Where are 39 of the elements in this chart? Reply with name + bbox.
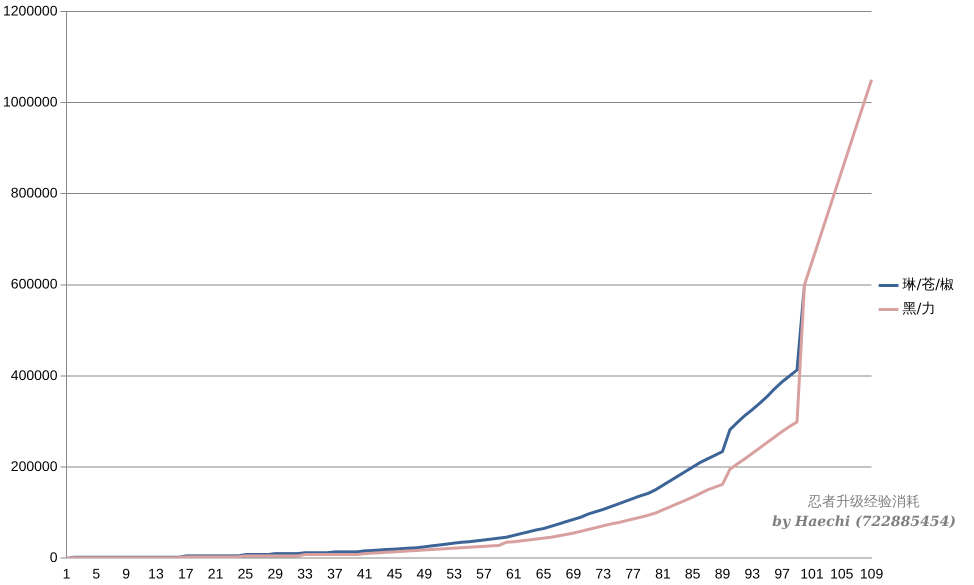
x-tick-label: 85	[684, 565, 701, 582]
y-tick-label: 1200000	[2, 2, 58, 18]
y-tick-label: 200000	[10, 458, 58, 474]
x-tick-label: 69	[566, 565, 582, 582]
annotation: 忍者升级经验消耗	[807, 493, 922, 512]
y-tick-label: 400000	[10, 366, 58, 383]
x-tick-label: 1	[62, 565, 71, 582]
x-tick-label: 33	[297, 565, 314, 582]
x-tick-label: 65	[536, 565, 552, 582]
x-tick-label: 41	[356, 565, 373, 582]
x-tick-label: 101	[800, 565, 824, 582]
x-tick-label: 25	[238, 565, 254, 582]
x-tick-label: 37	[327, 565, 343, 582]
x-tick-label: 45	[386, 565, 402, 582]
annotation: by Haechi (722885454)	[772, 513, 956, 532]
x-tick-label: 77	[625, 565, 642, 582]
legend-label: 黑/力	[902, 301, 936, 318]
legend-label: 琳/苍/椒	[902, 277, 954, 294]
x-tick-label: 5	[92, 565, 100, 582]
x-tick-label: 49	[416, 565, 432, 582]
x-tick-label: 17	[178, 565, 194, 582]
x-tick-label: 13	[148, 565, 164, 582]
x-tick-label: 73	[595, 565, 612, 582]
x-tick-label: 81	[655, 565, 671, 582]
x-tick-label: 57	[476, 565, 492, 582]
x-tick-label: 21	[208, 565, 224, 582]
x-tick-label: 109	[860, 565, 884, 582]
x-tick-label: 97	[774, 565, 790, 582]
x-tick-label: 9	[122, 565, 130, 582]
y-tick-label: 800000	[10, 184, 58, 201]
x-tick-label: 105	[830, 565, 854, 582]
x-tick-label: 61	[506, 565, 522, 582]
x-tick-label: 29	[267, 565, 284, 582]
y-tick-label: 1000000	[2, 93, 58, 110]
y-tick-label: 600000	[10, 276, 58, 292]
x-tick-label: 53	[446, 565, 462, 582]
x-tick-label: 93	[744, 565, 760, 582]
y-tick-label: 0	[50, 549, 58, 566]
x-tick-label: 89	[714, 565, 730, 582]
